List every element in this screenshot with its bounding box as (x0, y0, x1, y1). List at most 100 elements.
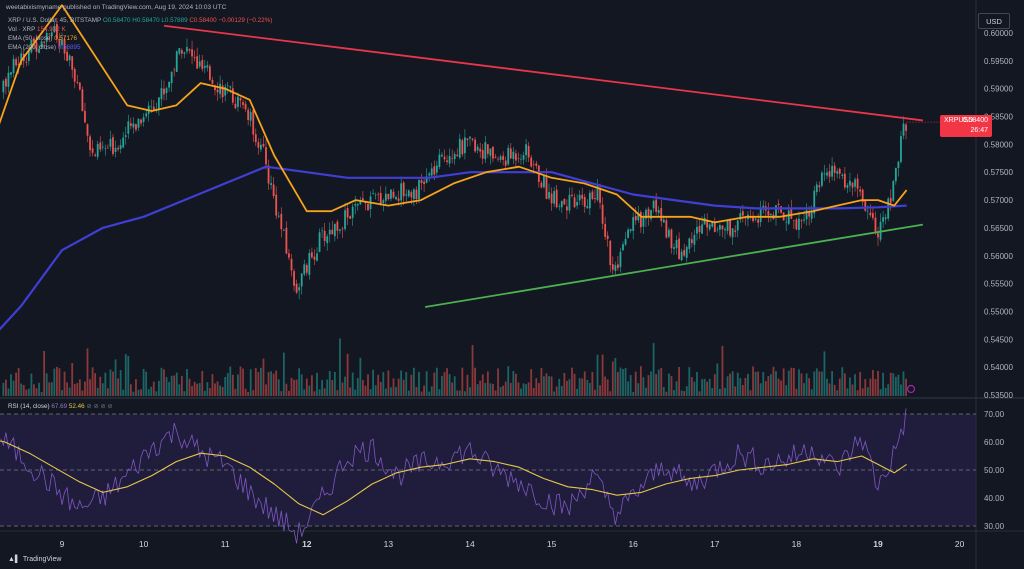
volume-bar (101, 383, 104, 396)
volume-bar (481, 374, 484, 396)
volume-bar (517, 382, 520, 396)
volume-bar (15, 372, 17, 396)
candle-body (53, 25, 56, 33)
volume-bar (257, 372, 260, 396)
time-tick-label: 15 (547, 539, 557, 549)
volume-bar (642, 377, 645, 396)
volume-bar (693, 381, 696, 396)
volume-bar (43, 350, 46, 396)
volume-bar (453, 376, 456, 396)
candle-body (10, 72, 12, 75)
candle-body (456, 154, 459, 157)
candle-body (15, 59, 17, 66)
volume-bar (905, 378, 907, 396)
candle-body (323, 230, 326, 241)
volume-bar (433, 372, 436, 396)
symbol-legend-row[interactable]: XRP / U.S. Dollar, 45, BITSTAMP O0.58470… (8, 16, 272, 25)
volume-bar (464, 391, 466, 396)
candle-body (540, 182, 543, 188)
volume-bar (892, 373, 895, 396)
volume-bar (86, 348, 89, 396)
volume-bar (323, 388, 326, 396)
volume-bar (448, 374, 451, 396)
volume-bar (744, 377, 747, 396)
volume-bar (456, 390, 459, 396)
candle-body (425, 176, 428, 183)
volume-bar (708, 378, 711, 396)
volume-bar (484, 382, 487, 396)
candle-body (356, 204, 359, 206)
candle-body (265, 147, 267, 165)
volume-bar (328, 371, 331, 396)
volume-bar (864, 379, 867, 396)
volume-bar (780, 380, 782, 396)
candle-body (525, 144, 527, 156)
volume-bar (249, 369, 252, 396)
volume-bar (38, 382, 40, 396)
candle-body (295, 283, 298, 293)
volume-bar (326, 379, 329, 396)
tradingview-branding[interactable]: ▲▌ TradingView (8, 556, 61, 563)
candle-body (86, 124, 89, 136)
volume-bar (359, 357, 362, 396)
volume-bar (627, 381, 629, 396)
volume-bar (191, 386, 193, 396)
ema200-legend-row[interactable]: EMA (200, close) 0.56895 (8, 43, 272, 52)
volume-bar (670, 375, 673, 396)
volume-bar (499, 387, 502, 396)
volume-bar (247, 391, 250, 396)
volume-bar (435, 367, 438, 396)
candle-body (180, 50, 183, 54)
candle-body (453, 154, 456, 160)
volume-bar (527, 382, 530, 396)
candle-body (423, 181, 425, 184)
volume-bar (122, 389, 125, 396)
candle-body (566, 206, 568, 211)
volume-bar (614, 358, 617, 396)
candle-body (107, 147, 109, 149)
volume-legend-row[interactable]: Vol · XRP 154.932 K (8, 25, 272, 34)
ema50-line (0, 4, 908, 224)
candle-body (242, 102, 244, 105)
volume-bar (775, 371, 777, 396)
volume-bar (96, 387, 99, 396)
candle-body (33, 38, 35, 43)
candle-body (660, 207, 663, 222)
volume-bar (387, 370, 390, 396)
candle-body (499, 156, 502, 160)
volume-bar (609, 391, 612, 396)
volume-bar (402, 379, 405, 396)
volume-bar (474, 367, 476, 396)
volume-bar (729, 373, 731, 396)
volume-bar (405, 372, 408, 396)
candle-body (724, 229, 726, 231)
rsi-tick-label: 30.00 (984, 522, 1005, 531)
ema50-legend-row[interactable]: EMA (50, close) 0.57176 (8, 34, 272, 43)
volume-bar (711, 388, 714, 396)
candle-body (803, 219, 805, 221)
candle-body (739, 213, 742, 220)
volume-bar (339, 338, 341, 396)
volume-bar (741, 385, 744, 396)
volume-bar (583, 371, 586, 396)
candle-body (328, 229, 331, 235)
candle-body (165, 88, 168, 94)
rsi-legend[interactable]: RSI (14, close) 67.69 52.46 ⊘ ⊘ ⊘ ⊘ (8, 403, 113, 410)
candle-body (507, 147, 510, 165)
currency-selector[interactable]: USD (978, 13, 1010, 29)
candle-body (127, 121, 130, 134)
volume-bar (637, 383, 640, 396)
candle-body (433, 166, 436, 175)
volume-bar (887, 384, 890, 396)
candle-body (639, 211, 642, 228)
candle-body (282, 229, 285, 231)
candle-body (877, 233, 879, 238)
candle-body (530, 157, 533, 167)
volume-bar (696, 371, 698, 396)
volume-bar (810, 389, 813, 396)
candle-body (838, 168, 841, 174)
candle-body (726, 220, 729, 231)
candle-body (341, 228, 344, 230)
volume-bar (341, 382, 344, 396)
